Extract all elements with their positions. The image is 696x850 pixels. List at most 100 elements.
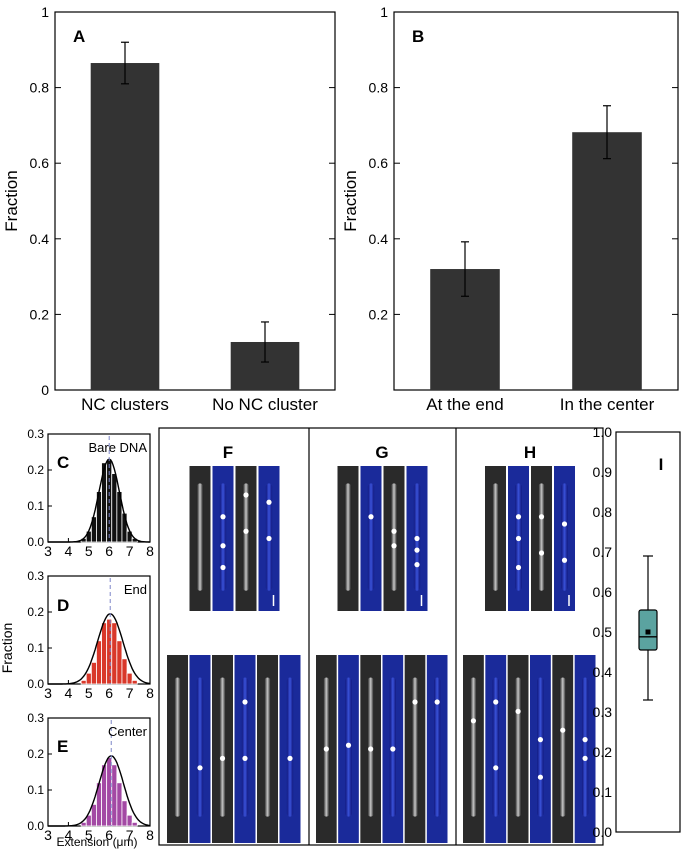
dna-strand [196,677,204,817]
histogram-bar [80,822,87,827]
y-tick-label: 0.3 [27,711,44,725]
x-tick-label: 3 [44,827,52,843]
nc-cluster-spot [493,699,499,705]
x-tick-label: 8 [146,827,154,843]
dna-strand [174,677,181,817]
x-tick-label: 6 [105,685,113,701]
microscopy-panels [158,427,604,846]
category-label: NC clusters [81,395,169,414]
panel-i-box-plot: 0.0 0.1 0.2 0.3 0.4 0.5 0.6 0.7 0.8 0.9 1.0 [593,424,681,840]
nc-cluster-spot [219,755,226,762]
x-tick-label: 3 [44,685,52,701]
y-tick-label: 0.1 [27,783,44,797]
dna-strand [470,677,477,817]
dna-strand [561,483,568,591]
x-tick-label: 4 [65,543,73,559]
nc-cluster-spot [242,699,248,705]
histogram-bar [126,672,133,685]
panel-label-g: G [375,443,388,462]
x-tick-label: 8 [146,543,154,559]
nc-cluster-spot [537,737,544,743]
dna-strand [492,677,499,817]
plot-frame [54,11,336,391]
nc-cluster-spot [266,499,272,505]
dna-strand [581,677,589,817]
y-tick-label: 0.3 [593,704,613,720]
nc-cluster-spot [220,514,226,520]
nc-cluster-spot [266,535,272,542]
y-tick-label: 0.2 [27,747,44,761]
y-tick-label: 0.8 [369,80,389,96]
dna-strand [492,483,499,591]
panel-label-b: B [412,27,424,46]
panel-e-histogram: 0.0 0.1 0.2 0.3 3 4 5 6 7 8 Center [27,711,154,843]
y-tick-label: 0.1 [593,784,613,800]
y-tick-label: 0.6 [369,155,389,171]
nc-cluster-spot [538,514,545,520]
nc-cluster-spot [391,543,397,549]
histogram-bar [116,640,123,685]
dna-strand [434,677,441,817]
x-tick-label: 4 [65,685,73,701]
y-tick-label: 0.2 [369,306,389,322]
plot-frame [615,431,681,833]
y-tick-label: 0.0 [27,819,44,833]
nc-cluster-spot [242,755,248,762]
panel-annotation: End [124,582,147,597]
histogram-bar [131,680,138,685]
panel-h-images [463,466,596,843]
y-tick-label: 0.2 [593,744,613,760]
histogram-bar [116,782,123,827]
x-tick-label: 3 [44,543,52,559]
nc-cluster-spot [582,755,588,762]
y-tick-label: 1 [380,4,388,20]
nc-cluster-spot [412,699,418,705]
nc-cluster-spot [368,514,374,520]
x-tick-label: 5 [85,827,93,843]
nc-cluster-spot [243,528,249,534]
category-label: No NC cluster [212,395,318,414]
dna-strand [264,677,271,817]
panel-a-bar-chart: 0 0.2 0.4 0.6 0.8 1 Fraction NC clusters No NC c… [2,4,336,414]
nc-cluster-spot [414,547,420,553]
y-tick-label: 0.8 [593,504,613,520]
nc-cluster-spot [537,774,544,780]
nc-cluster-spot [561,521,568,527]
y-tick-label: 0.9 [593,464,613,480]
histogram-bar [111,473,118,543]
y-tick-label: 0.4 [593,664,613,680]
plot-frame [393,11,679,391]
nc-cluster-spot [582,737,588,743]
dna-strand [219,483,227,591]
x-tick-label: 4 [65,827,73,843]
dna-strand [219,677,226,817]
y-tick-label: 0.1 [27,499,44,513]
panel-annotation: Bare DNA [88,440,147,455]
mean-marker [645,629,651,635]
y-tick-label: 0.6 [593,584,613,600]
nc-cluster-spot [197,765,203,771]
nc-cluster-spot [414,535,420,542]
nc-cluster-spot [390,746,396,752]
dna-strand [538,483,545,591]
gaussian-fit-line [48,755,151,827]
nc-cluster-spot [243,492,249,498]
x-tick-label: 8 [146,685,154,701]
panel-b-bar-chart: 0.2 0.4 0.6 0.8 1 Fraction At the end In the ce… [341,4,679,414]
nc-cluster-spot [560,727,566,733]
histogram-bar [121,800,128,827]
panel-label-a: A [73,27,85,46]
nc-cluster-spot [220,564,226,571]
y-tick-label: 0.6 [30,155,50,171]
nc-cluster-spot [515,564,522,571]
panel-label-c: C [57,453,69,472]
dna-strand [559,677,566,817]
x-tick-label: 5 [85,543,93,559]
y-tick-label: 0.4 [30,231,50,247]
y-tick-label: 0.7 [593,544,613,560]
histogram-bar [96,640,102,685]
panel-g-images [316,466,448,843]
histogram-bar [90,804,97,827]
nc-cluster-spot [220,543,226,549]
